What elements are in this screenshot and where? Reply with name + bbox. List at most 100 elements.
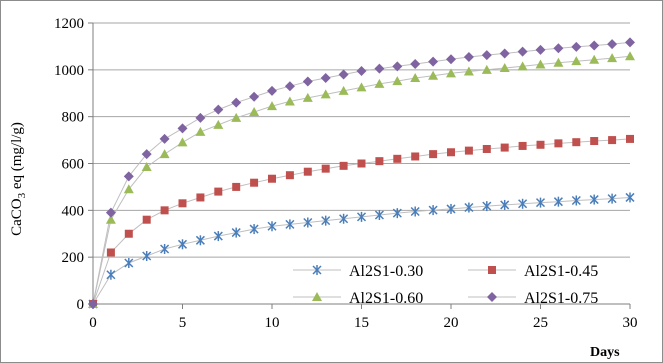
data-point-s1-21 (464, 202, 474, 213)
x-axis-title: Days (590, 345, 620, 360)
data-point-s1-17 (392, 208, 402, 219)
y-tick-label-0: 0 (77, 297, 85, 313)
legend-marker-2 (488, 266, 496, 274)
data-point-s3-19 (428, 70, 439, 80)
data-point-s1-16 (374, 210, 384, 221)
data-point-s4-29 (607, 39, 618, 50)
data-point-s4-22 (481, 50, 492, 61)
data-point-s4-30 (625, 37, 635, 48)
data-point-s4-7 (213, 104, 224, 115)
data-point-s2-22 (482, 144, 491, 153)
legend-label-2: Al2S1-0.45 (524, 263, 598, 280)
data-point-s3-8 (231, 112, 242, 122)
axes (88, 22, 631, 309)
data-point-s3-26 (553, 57, 564, 67)
data-point-s1-1 (106, 269, 116, 280)
data-point-s2-30 (626, 134, 634, 143)
data-point-s1-18 (410, 206, 420, 217)
data-point-s4-25 (535, 44, 546, 55)
data-point-s4-18 (410, 58, 421, 69)
data-point-s2-3 (142, 215, 151, 224)
data-point-s2-5 (178, 199, 187, 208)
data-point-s4-3 (141, 149, 152, 160)
data-point-s4-10 (267, 85, 277, 96)
data-point-s2-14 (339, 161, 348, 170)
x-tick-label-30: 30 (623, 315, 638, 331)
data-point-s3-9 (249, 106, 260, 116)
data-point-s4-8 (231, 97, 242, 108)
data-point-s1-2 (124, 258, 134, 269)
legend-marker-1 (312, 265, 322, 275)
data-point-s1-22 (482, 201, 492, 212)
data-point-s4-28 (589, 40, 600, 51)
data-point-s1-20 (446, 203, 456, 214)
data-point-s1-27 (571, 195, 581, 206)
data-point-s1-5 (177, 239, 188, 250)
data-point-s4-1 (105, 207, 116, 218)
data-point-s1-23 (500, 199, 510, 210)
y-tick-label-400: 400 (62, 203, 85, 219)
data-point-s2-24 (518, 141, 527, 150)
legend: Al2S1-0.30 Al2S1-0.45 Al2S1-0.60 Al2S1-0.75 (293, 263, 598, 307)
data-point-s1-28 (589, 194, 599, 205)
legend-marker-4 (487, 292, 497, 302)
data-point-s2-11 (285, 171, 294, 180)
data-point-s1-3 (142, 250, 152, 261)
data-point-s4-6 (195, 112, 206, 123)
data-point-s3-28 (589, 54, 600, 64)
data-point-s2-16 (375, 157, 384, 166)
data-point-s2-26 (554, 139, 563, 148)
data-point-s3-29 (607, 53, 618, 63)
data-point-s4-0 (88, 299, 98, 309)
data-point-s2-23 (500, 143, 509, 152)
data-point-s4-19 (428, 56, 439, 67)
data-point-s1-9 (249, 224, 259, 235)
data-point-s1-25 (535, 197, 546, 208)
data-point-s1-4 (160, 243, 170, 254)
y-tick-label-1200: 1200 (54, 16, 84, 32)
y-tick-label-800: 800 (62, 110, 85, 126)
x-tick-label-15: 15 (354, 315, 369, 331)
data-point-s2-2 (124, 229, 133, 238)
data-point-s3-4 (159, 149, 170, 159)
data-point-s3-1 (105, 214, 116, 224)
legend-label-3: Al2S1-0.60 (349, 290, 423, 307)
data-point-s4-4 (159, 133, 170, 144)
data-point-s2-17 (393, 154, 402, 163)
data-point-s3-21 (463, 66, 474, 76)
data-point-s2-18 (411, 152, 420, 161)
data-point-s3-2 (123, 184, 134, 194)
data-markers (88, 37, 635, 309)
data-point-s2-12 (303, 167, 312, 176)
data-point-s3-23 (499, 62, 510, 72)
legend-marker-3 (312, 292, 322, 301)
data-point-s1-12 (303, 217, 313, 228)
data-point-s4-21 (463, 51, 474, 62)
data-point-s3-13 (320, 89, 331, 99)
data-point-s1-15 (356, 211, 367, 222)
data-point-s2-15 (357, 159, 366, 168)
data-point-s4-14 (338, 69, 349, 80)
data-point-s4-15 (356, 66, 367, 77)
data-point-s4-23 (499, 48, 510, 59)
data-point-s1-6 (195, 235, 205, 246)
data-point-s1-14 (339, 213, 349, 224)
data-point-s2-7 (214, 187, 223, 196)
data-point-s1-10 (267, 221, 277, 232)
data-point-s3-10 (267, 101, 277, 111)
data-point-s2-29 (608, 136, 617, 145)
data-point-s1-11 (285, 219, 295, 230)
x-tick-label-10: 10 (265, 315, 280, 331)
data-point-s1-8 (231, 227, 241, 238)
data-point-s3-12 (302, 92, 313, 102)
data-point-s3-24 (517, 61, 528, 71)
data-point-s4-12 (302, 76, 313, 87)
legend-label-4: Al2S1-0.75 (524, 290, 598, 307)
data-point-s3-16 (374, 78, 385, 88)
data-point-s3-11 (284, 96, 295, 106)
data-point-s4-27 (571, 41, 582, 52)
data-point-s4-11 (284, 81, 295, 92)
data-point-s3-5 (177, 137, 188, 147)
